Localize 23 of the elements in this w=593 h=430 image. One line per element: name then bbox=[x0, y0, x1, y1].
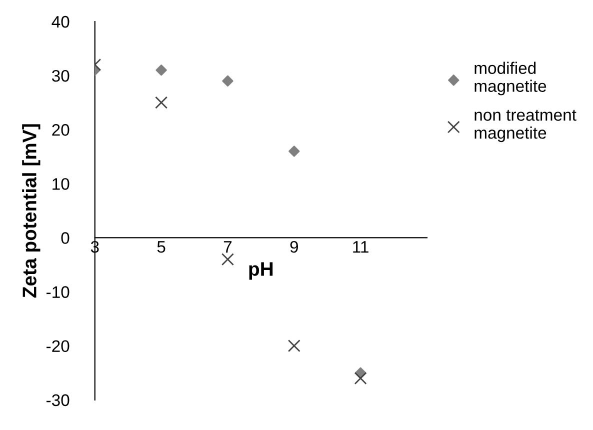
x-tick-label: 5 bbox=[157, 241, 166, 253]
legend-label: non treatment magnetite bbox=[474, 110, 576, 142]
point bbox=[354, 372, 367, 385]
point bbox=[156, 64, 167, 76]
y-axis-title: Zeta potential [mV] bbox=[22, 124, 40, 298]
point bbox=[288, 146, 300, 157]
point bbox=[221, 253, 234, 266]
y-tick-label: -20 bbox=[46, 340, 70, 352]
x-tick-label: 9 bbox=[290, 240, 298, 253]
y-tick-label: -30 bbox=[46, 394, 70, 406]
x-tick-label: 11 bbox=[353, 241, 368, 253]
y-tick-label: 40 bbox=[52, 16, 70, 28]
point bbox=[155, 96, 168, 109]
legend-label: modified magnetite bbox=[474, 62, 546, 96]
point bbox=[288, 340, 300, 352]
y-tick-label: 10 bbox=[52, 178, 70, 190]
y-tick-label: 0 bbox=[61, 232, 70, 244]
x-tick-label: 7 bbox=[224, 241, 232, 253]
x-axis-title: pH bbox=[249, 262, 273, 280]
y-tick-label: 30 bbox=[52, 70, 70, 82]
y-tick-label: 20 bbox=[52, 124, 70, 136]
y-tick-label: -10 bbox=[46, 286, 70, 298]
point bbox=[222, 75, 234, 87]
